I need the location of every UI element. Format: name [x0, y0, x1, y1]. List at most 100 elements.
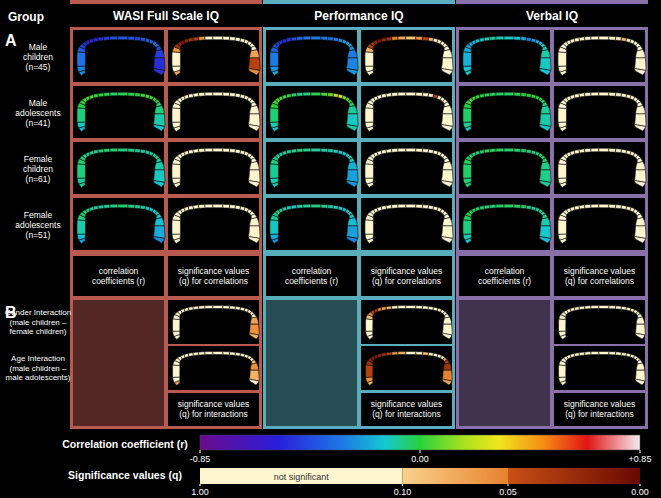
colorbar-tick: [402, 484, 403, 486]
colorbar-tick-label: 0.05: [499, 487, 517, 497]
segment: [559, 377, 566, 382]
segment: [346, 236, 357, 242]
segment: [381, 38, 386, 42]
column-title: WASI Full Scale IQ: [113, 9, 219, 23]
colorbar-tick-label: 0.10: [394, 487, 412, 497]
segment: [93, 94, 98, 98]
segment: [172, 52, 180, 67]
segment: [365, 52, 373, 67]
segment: [539, 236, 550, 242]
segment: [98, 205, 104, 209]
segment: [104, 92, 111, 96]
segment: [636, 162, 646, 170]
segment: [490, 36, 497, 40]
segment: [386, 93, 392, 97]
r-map: [77, 92, 165, 131]
q-map: [366, 352, 453, 386]
panel: [168, 86, 259, 138]
segment: [484, 37, 490, 41]
panel: [361, 30, 452, 82]
r-map: [463, 92, 551, 131]
segment: [77, 66, 85, 72]
segment: [574, 38, 579, 42]
text-line: significance values: [178, 266, 249, 276]
caption: significance values(q) for correlations: [564, 266, 635, 286]
segment: [609, 36, 616, 40]
segment: [609, 352, 616, 355]
r-map: [463, 204, 551, 243]
segment: [229, 205, 235, 209]
colorbar-tick: [640, 484, 641, 486]
segment: [327, 37, 333, 41]
segment: [250, 363, 259, 370]
segment: [365, 66, 373, 72]
segment: [286, 38, 291, 42]
segment: [134, 93, 140, 97]
segment: [172, 234, 180, 240]
group-label: Femaleadolescents(n=51): [15, 210, 60, 240]
segment: [443, 218, 453, 226]
segment: [496, 92, 504, 96]
segment: [286, 94, 291, 98]
segment: [205, 352, 213, 355]
segment: [229, 149, 235, 153]
segment: [442, 333, 452, 339]
segment: [250, 317, 259, 324]
text-line: significance values: [178, 399, 249, 409]
segment: [541, 162, 551, 170]
segment: [223, 204, 230, 208]
panel: [361, 346, 452, 390]
segment: [110, 92, 118, 96]
panel: [73, 30, 164, 82]
segment: [153, 180, 164, 186]
text-line: (q) for correlations: [565, 276, 634, 286]
segment: [591, 92, 599, 96]
segment: [406, 204, 416, 208]
text-line: children: [23, 52, 53, 62]
segment: [541, 218, 551, 226]
column-strip: [263, 0, 455, 4]
segment: [504, 92, 514, 96]
segment: [291, 93, 297, 97]
colorbar-tick: [420, 450, 421, 453]
segment: [223, 352, 230, 355]
segment: [504, 204, 514, 208]
segment: [541, 106, 551, 114]
group-label: Malechildren(n=45): [23, 42, 53, 72]
segment: [398, 352, 406, 355]
q-map: [558, 92, 646, 131]
segment: [636, 363, 645, 370]
segment: [585, 148, 592, 152]
text-line: Gender Interaction: [5, 308, 71, 317]
panel: [168, 142, 259, 194]
column-frame: [70, 27, 262, 429]
segment: [386, 352, 392, 356]
text-line: (q) for interactions: [372, 409, 441, 419]
segment: [311, 204, 321, 208]
empty-panel: [73, 300, 164, 426]
segment: [321, 92, 328, 96]
text-line: (n=45): [26, 62, 51, 72]
segment: [172, 108, 180, 123]
segment: [188, 150, 193, 154]
segment: [270, 234, 278, 240]
segment: [172, 164, 180, 179]
segment: [248, 236, 259, 242]
text-line: significance values: [564, 399, 635, 409]
segment: [93, 150, 98, 154]
segment: [365, 220, 373, 235]
colorbar: [200, 468, 402, 484]
segment: [574, 94, 579, 98]
colorbar-tick: [200, 484, 201, 486]
segment: [188, 94, 193, 98]
segment: [574, 353, 579, 357]
segment: [297, 204, 304, 208]
background: [0, 0, 661, 498]
caption-box: [168, 256, 259, 296]
segment: [366, 377, 373, 382]
segment: [609, 92, 616, 96]
segment: [520, 149, 526, 153]
segment: [579, 149, 585, 153]
panel: [266, 142, 357, 194]
text-line: (q) for interactions: [565, 409, 634, 419]
